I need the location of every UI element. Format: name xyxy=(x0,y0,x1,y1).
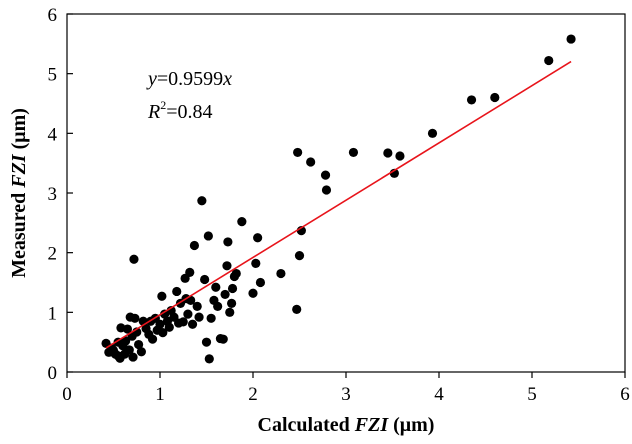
data-point xyxy=(320,170,331,180)
data-point xyxy=(211,282,221,292)
x-axis-ticks: 0 1 2 3 4 5 6 xyxy=(62,372,630,405)
data-point xyxy=(206,313,216,323)
points-layer xyxy=(101,34,576,364)
data-point xyxy=(490,92,500,103)
x-tick-label: 0 xyxy=(62,384,72,405)
data-point xyxy=(292,304,302,314)
data-point xyxy=(544,55,554,66)
data-point xyxy=(200,274,210,285)
data-point xyxy=(253,233,263,243)
data-point xyxy=(251,258,261,269)
data-point xyxy=(194,312,204,322)
y-tick-label: 4 xyxy=(48,124,58,145)
data-point xyxy=(276,268,286,279)
data-point xyxy=(204,354,214,364)
data-point xyxy=(192,301,202,311)
data-point xyxy=(566,34,576,44)
data-point xyxy=(213,301,223,311)
data-point xyxy=(227,283,238,294)
y-tick-label: 5 xyxy=(48,65,58,86)
data-point xyxy=(183,309,193,319)
data-point xyxy=(293,147,303,158)
data-point xyxy=(220,289,230,300)
data-point xyxy=(203,231,213,241)
data-point xyxy=(248,288,258,298)
y-axis-ticks: 0 1 2 3 4 5 6 xyxy=(48,5,73,384)
data-point xyxy=(395,151,405,161)
data-point xyxy=(383,148,393,158)
x-tick-label: 6 xyxy=(620,384,630,405)
data-point xyxy=(122,324,133,334)
data-point xyxy=(130,313,140,323)
y-tick-label: 0 xyxy=(48,363,58,384)
y-tick-label: 2 xyxy=(48,244,58,265)
data-point xyxy=(134,339,144,350)
fit-equation: y=0.9599x xyxy=(146,68,232,90)
data-point xyxy=(427,128,438,138)
data-point xyxy=(218,334,228,344)
data-point xyxy=(237,217,247,227)
x-axis-title: Calculated FZI (μm) xyxy=(258,414,435,436)
regression-line xyxy=(105,60,572,349)
data-point xyxy=(158,328,168,338)
data-point xyxy=(129,254,139,264)
data-point xyxy=(147,334,158,344)
y-tick-label: 3 xyxy=(48,184,58,205)
data-point xyxy=(225,307,235,317)
y-tick-label: 6 xyxy=(48,5,58,26)
data-point xyxy=(136,347,146,357)
x-tick-label: 3 xyxy=(341,384,351,405)
data-point xyxy=(155,319,165,329)
y-tick-label: 1 xyxy=(48,303,58,324)
x-tick-label: 4 xyxy=(434,384,444,405)
data-point xyxy=(294,251,305,261)
data-point xyxy=(197,196,207,206)
data-point xyxy=(222,261,232,271)
x-tick-label: 1 xyxy=(155,384,165,405)
data-point xyxy=(227,298,237,308)
data-point xyxy=(185,267,195,277)
data-point xyxy=(178,317,188,327)
data-point xyxy=(124,345,134,355)
data-point xyxy=(223,237,233,247)
data-point xyxy=(187,319,198,329)
x-tick-label: 5 xyxy=(527,384,537,405)
data-point xyxy=(201,337,212,347)
r-squared: R2=0.84 xyxy=(147,98,213,123)
data-point xyxy=(157,291,167,301)
x-tick-label: 2 xyxy=(248,384,258,405)
data-point xyxy=(189,240,200,251)
data-point xyxy=(255,277,266,288)
data-point xyxy=(306,157,316,167)
y-axis-title: Measured FZI (μm) xyxy=(8,108,30,278)
data-point xyxy=(466,95,477,105)
data-point xyxy=(321,185,332,195)
data-point xyxy=(128,352,138,362)
data-point xyxy=(348,147,359,158)
data-point xyxy=(172,286,182,297)
data-point xyxy=(164,322,174,332)
data-point xyxy=(120,336,131,346)
data-point xyxy=(231,268,241,279)
